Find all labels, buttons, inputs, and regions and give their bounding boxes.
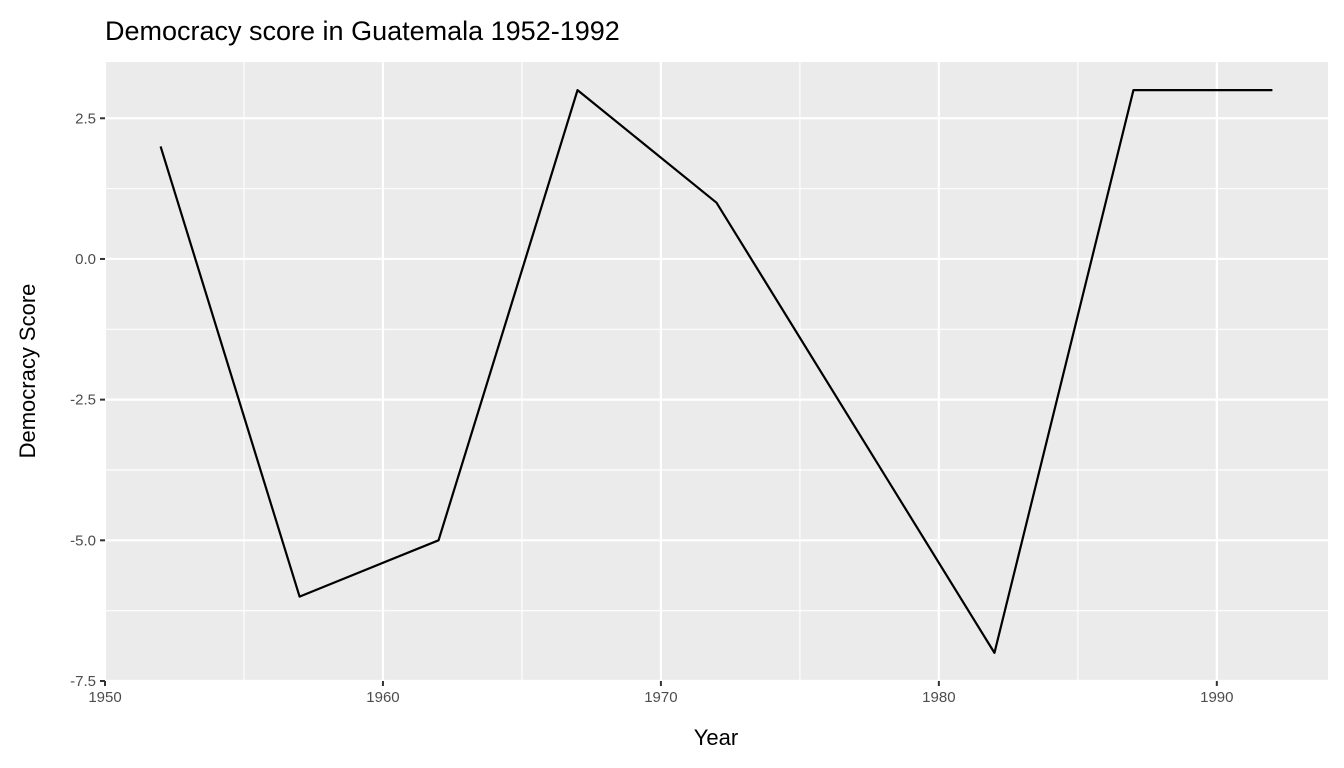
x-tick-label: 1980 [922, 689, 955, 706]
y-tick-label: -5.0 [70, 532, 96, 549]
plot-panel [105, 62, 1328, 681]
y-tick-label: -7.5 [70, 673, 96, 690]
x-tick-label: 1970 [644, 689, 677, 706]
x-axis-label: Year [694, 725, 738, 750]
y-tick-label: 2.5 [75, 110, 96, 127]
y-tick-label: 0.0 [75, 251, 96, 268]
series-line [159, 89, 1273, 654]
y-axis-label: Democracy Score [15, 284, 40, 459]
chart-title: Democracy score in Guatemala 1952-1992 [105, 16, 620, 46]
y-tick-label: -2.5 [70, 392, 96, 409]
x-tick-label: 1990 [1200, 689, 1233, 706]
x-tick-label: 1960 [366, 689, 399, 706]
x-tick-label: 1950 [88, 689, 121, 706]
